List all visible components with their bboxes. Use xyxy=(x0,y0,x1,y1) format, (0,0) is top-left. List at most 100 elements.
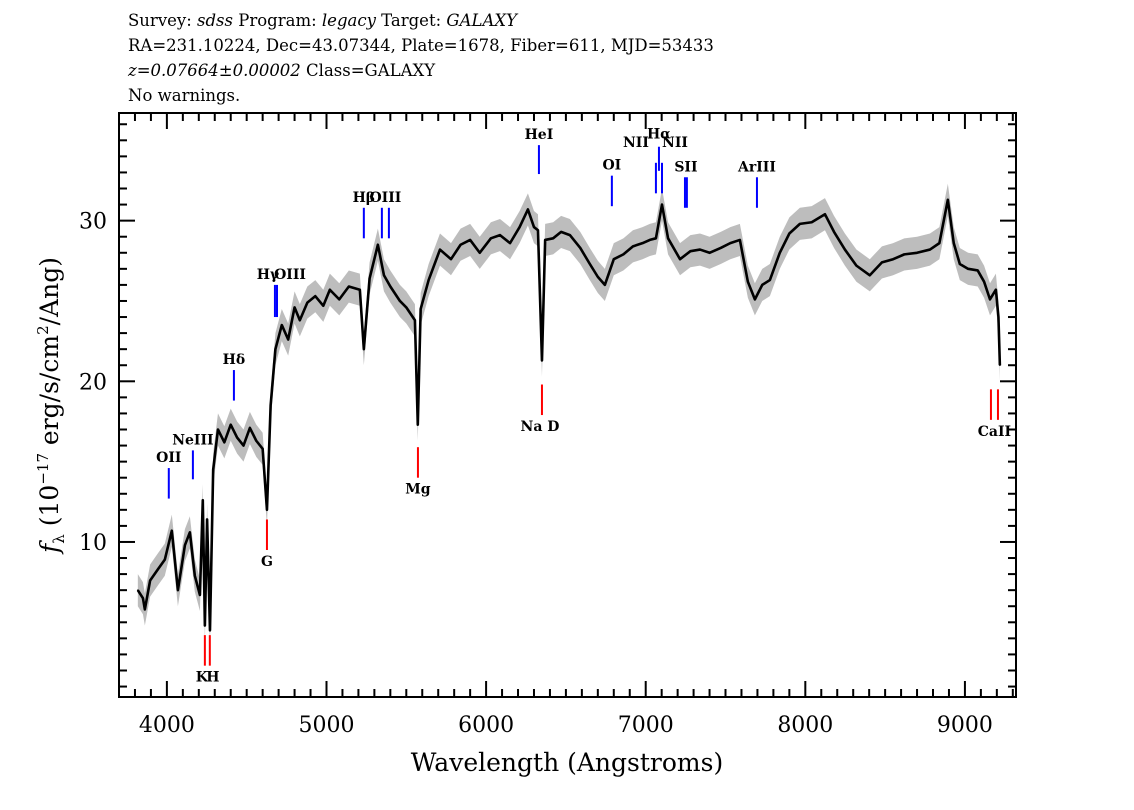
flux-point xyxy=(144,608,146,611)
flux-point xyxy=(164,558,166,561)
flux-point xyxy=(881,261,883,264)
flux-point xyxy=(419,308,422,310)
flux-point xyxy=(266,509,268,511)
flux-point xyxy=(383,274,385,277)
flux-point xyxy=(142,597,144,599)
plot-frame xyxy=(118,112,1017,698)
line-marker-label: G xyxy=(261,554,273,570)
flux-point xyxy=(976,269,979,272)
flux-point xyxy=(560,231,562,233)
flux-point xyxy=(299,319,301,322)
redshift-value: z=0.07664±0.00002 xyxy=(128,61,301,80)
flux-point xyxy=(778,251,781,254)
header-line-survey: Survey: sdss Program: legacy Target: GAL… xyxy=(128,11,517,30)
flux-point xyxy=(799,223,801,225)
y-label-squared: 2 xyxy=(34,325,52,335)
survey-label: Survey: xyxy=(128,11,198,30)
line-marker-label: Hγ xyxy=(257,267,280,283)
x-tick-label: 6000 xyxy=(458,713,514,738)
flux-point xyxy=(952,242,955,244)
flux-point xyxy=(281,324,283,326)
flux-point xyxy=(641,242,644,244)
y-label-part: erg/s/cm xyxy=(35,335,64,453)
flux-point xyxy=(747,280,749,283)
target-value: GALAXY xyxy=(446,11,517,30)
x-tick-label: 9000 xyxy=(937,713,993,738)
flux-point xyxy=(699,248,701,251)
flux-point xyxy=(649,239,651,241)
flux-point xyxy=(544,239,546,241)
flux-point xyxy=(478,251,481,254)
flux-point xyxy=(499,234,501,236)
flux-point xyxy=(679,258,681,261)
flux-point xyxy=(729,242,732,244)
flux-point xyxy=(761,284,764,286)
flux-point xyxy=(754,298,756,301)
flux-point xyxy=(868,274,871,277)
flux-point xyxy=(209,629,211,632)
flux-point xyxy=(199,594,201,596)
flux-point xyxy=(261,447,264,450)
flux-point xyxy=(223,441,226,444)
flux-point xyxy=(329,288,331,291)
flux-point xyxy=(833,231,835,233)
flux-point xyxy=(518,226,521,228)
flux-point xyxy=(427,279,430,281)
line-marker-label: Na D xyxy=(521,419,560,435)
survey-value: sdss xyxy=(197,11,233,30)
flux-point xyxy=(416,423,419,426)
flux-point xyxy=(171,529,173,532)
flux-point xyxy=(622,253,625,256)
header-line-coordinates: RA=231.10224, Dec=43.07344, Plate=1678, … xyxy=(128,36,714,55)
line-marker-label: NeIII xyxy=(172,432,213,448)
flux-point xyxy=(184,544,186,546)
program-label: Program: xyxy=(233,11,322,30)
flux-point xyxy=(306,301,309,304)
line-marker-label: OIII xyxy=(369,190,401,206)
class-value: Class=GALAXY xyxy=(300,61,436,80)
line-marker-label: NII xyxy=(662,135,688,151)
line-marker-label: Hβ xyxy=(353,190,376,206)
target-label: Target: xyxy=(375,11,447,30)
flux-point xyxy=(204,624,206,627)
line-marker-label: K xyxy=(196,670,209,686)
flux-point xyxy=(632,245,634,248)
flux-point xyxy=(157,568,159,571)
flux-point xyxy=(490,237,492,240)
flux-point xyxy=(916,251,918,254)
line-marker-label: NII xyxy=(623,135,649,151)
flux-point xyxy=(999,364,1001,367)
flux-point xyxy=(236,436,238,439)
flux-point xyxy=(604,284,606,286)
flux-point xyxy=(149,579,151,582)
flux-point xyxy=(194,574,196,577)
y-label-lambda: λ xyxy=(50,534,68,544)
flux-point xyxy=(338,298,341,301)
flux-point xyxy=(249,427,251,429)
flux-point xyxy=(579,247,582,249)
flux-point xyxy=(450,258,452,261)
line-marker-label: HeI xyxy=(525,127,554,143)
flux-point xyxy=(929,248,931,251)
flux-point xyxy=(137,589,139,591)
flux-point xyxy=(206,518,208,521)
flux-point xyxy=(552,237,554,240)
flux-point xyxy=(348,285,350,288)
x-tick-label: 4000 xyxy=(139,713,195,738)
line-marker-label: OI xyxy=(602,158,621,174)
header-line-warnings: No warnings. xyxy=(128,86,241,105)
line-marker-label: H xyxy=(206,670,219,686)
line-marker-label: OIII xyxy=(274,267,306,283)
y-axis-label: fλ (10−17 erg/s/cm2/Ang) xyxy=(34,257,68,555)
flux-point xyxy=(959,263,961,265)
flux-point xyxy=(274,348,277,350)
flux-point xyxy=(989,298,991,301)
flux-point xyxy=(597,276,599,278)
flux-point xyxy=(661,203,663,206)
flux-point xyxy=(399,300,401,302)
flux-point xyxy=(177,589,179,591)
flux-point xyxy=(189,531,191,534)
flux-point xyxy=(212,468,214,471)
flux-point xyxy=(892,258,894,261)
